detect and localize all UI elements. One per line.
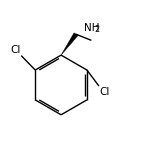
Text: NH: NH [84,23,100,33]
Text: Cl: Cl [11,45,21,55]
Polygon shape [61,33,78,55]
Text: Cl: Cl [99,87,110,97]
Text: 2: 2 [94,25,99,34]
